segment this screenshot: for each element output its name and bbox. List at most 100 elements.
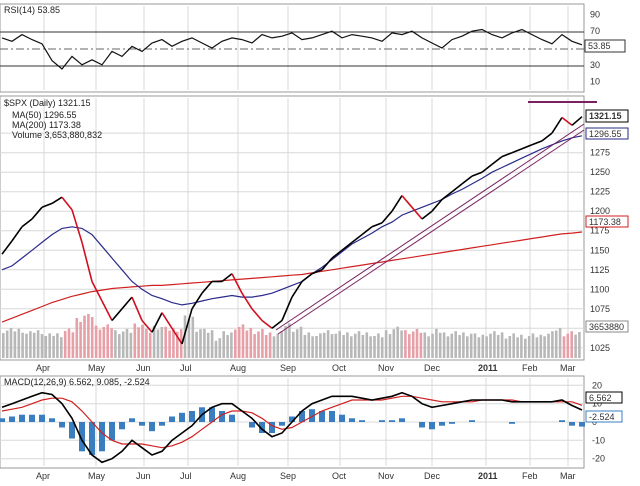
macd-hist-bar <box>469 420 475 422</box>
volume-bar <box>253 334 256 359</box>
macd-hist-bar <box>79 422 85 452</box>
volume-bar <box>106 324 109 358</box>
price-segment <box>371 222 383 228</box>
volume-bar <box>17 328 21 358</box>
price-segment <box>291 281 303 298</box>
volume-bar <box>365 332 369 358</box>
price-segment <box>401 195 413 208</box>
volume-bar <box>32 332 36 358</box>
price-segment <box>201 280 213 294</box>
macd-tick-10: 10 <box>592 399 602 409</box>
volume-bar <box>25 333 28 358</box>
volume-bar <box>156 329 160 358</box>
legend-ma50: MA(50) 1296.55 <box>12 110 77 120</box>
macd-current-box <box>585 391 623 404</box>
volume-bar <box>264 335 268 358</box>
price-segment <box>61 196 73 211</box>
volume-bar <box>334 333 338 358</box>
price-segment <box>511 148 523 154</box>
volume-bar <box>462 332 465 358</box>
price-tick-1275: 1275 <box>590 148 610 158</box>
macd-tick--20: -20 <box>592 454 605 464</box>
price-tick-1075: 1075 <box>590 304 610 314</box>
macd-hist-bar <box>9 416 15 422</box>
rsi-line <box>1 28 583 70</box>
ma200-current-box <box>585 215 629 228</box>
month-label-Mar: Mar <box>560 471 576 481</box>
macd-hist-bar <box>259 422 265 433</box>
volume-bar <box>141 324 144 358</box>
volume-bar <box>172 327 175 358</box>
price-segment <box>341 241 353 251</box>
volume-bar <box>67 328 71 358</box>
volume-bar <box>350 336 353 358</box>
volume-bar <box>408 334 411 359</box>
price-segment <box>351 233 363 244</box>
macd-hist-bar <box>429 422 435 430</box>
volume-bar <box>261 328 264 358</box>
month-label-Oct: Oct <box>332 363 347 373</box>
volume-bar <box>237 327 241 358</box>
volume-bar <box>442 332 446 358</box>
month-label-Nov: Nov <box>378 471 395 481</box>
price-segment <box>551 117 563 134</box>
price-segment <box>21 218 33 228</box>
volume-bar <box>535 337 539 358</box>
month-label-Apr: Apr <box>36 471 50 481</box>
macd-hist-bar <box>559 420 565 422</box>
volume-bar <box>148 332 152 358</box>
price-tick-1200: 1200 <box>590 206 610 216</box>
price-segment <box>171 327 183 345</box>
volume-current-readout: 3653880 <box>589 322 624 332</box>
volume-bar <box>377 333 380 358</box>
volume-bar <box>214 340 218 358</box>
volume-bar <box>380 337 384 358</box>
price-segment <box>1 240 13 255</box>
volume-bar <box>330 334 334 359</box>
month-label-Jul: Jul <box>180 471 192 481</box>
volume-bar <box>466 336 469 358</box>
volume-bar <box>547 333 550 358</box>
volume-bar <box>284 326 287 358</box>
macd-hist-bar <box>119 422 125 430</box>
month-label-Oct: Oct <box>332 471 347 481</box>
volume-bar <box>71 332 75 358</box>
volume-bar <box>357 331 361 358</box>
volume-bar <box>388 334 392 359</box>
price-segment <box>491 155 503 166</box>
month-label-Mar: Mar <box>560 363 576 373</box>
price-segment <box>251 308 263 322</box>
volume-bar <box>508 336 512 358</box>
macd-panel: MACD(12,26,9) 6.562, 9.085, -2.524 20100… <box>0 375 623 469</box>
price-segment <box>301 273 313 283</box>
price-segment <box>451 183 463 193</box>
price-tick-1250: 1250 <box>590 167 610 177</box>
price-segment <box>121 296 133 310</box>
price-segment <box>381 210 393 224</box>
price-segment <box>421 210 433 220</box>
macd-hist-bar <box>319 411 325 422</box>
volume-bar <box>152 325 156 358</box>
volume-bar <box>183 315 187 358</box>
volume-bar <box>125 328 129 358</box>
volume-bar <box>469 333 473 358</box>
macd-hist-bar <box>299 411 305 422</box>
price-current-readout: 1321.15 <box>589 111 622 121</box>
month-label-Feb: Feb <box>522 363 538 373</box>
macd-hist-bar <box>289 416 295 422</box>
price-segment <box>331 249 343 259</box>
rsi-current-readout: 53.85 <box>588 41 611 51</box>
month-axis-top: Apr May Jun Jul Aug Sep Oct Nov Dec 2011 Feb Mar <box>36 363 576 373</box>
volume-bar <box>562 336 566 358</box>
volume-bar <box>121 331 125 358</box>
volume-bar <box>458 335 461 358</box>
price-segment <box>131 296 143 321</box>
volume-bar <box>481 334 485 358</box>
volume-bar <box>338 331 341 358</box>
macd-hist-bar <box>99 422 105 452</box>
month-label-May: May <box>88 363 106 373</box>
volume-bar <box>94 325 98 358</box>
price-segment <box>441 191 453 201</box>
price-segment <box>391 195 403 212</box>
volume-bar <box>404 330 407 358</box>
